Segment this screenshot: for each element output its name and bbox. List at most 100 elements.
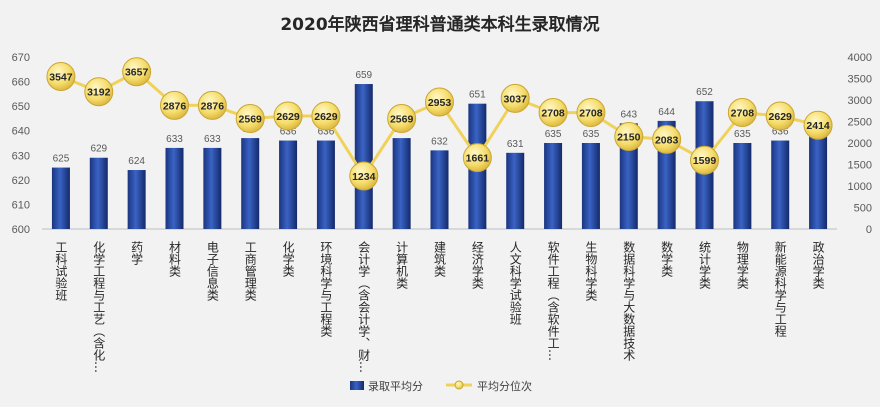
bar-value-label: 625 <box>53 154 70 165</box>
bar-value-label: 624 <box>128 156 145 167</box>
category-label: 材料类 <box>168 241 182 278</box>
bar-value-label: 635 <box>583 129 600 140</box>
line-point-label: 3657 <box>125 67 149 79</box>
line-point <box>652 124 682 154</box>
y-right-tick-label: 4000 <box>848 52 872 64</box>
category-label: 数学类 <box>660 240 674 278</box>
category-label: 新能源科学与工程 <box>773 240 787 338</box>
line-point <box>387 104 417 134</box>
category-label: 工商管理类 <box>243 241 257 302</box>
bar <box>279 140 298 229</box>
line-point <box>614 122 644 152</box>
y-axis-right: 0 500 1000 1500 2000 2500 3000 3500 4000 <box>848 52 872 236</box>
line-point-label: 3192 <box>87 87 111 99</box>
category-label: 经济学类 <box>470 241 484 290</box>
bar <box>51 167 70 229</box>
y-left-tick-label: 610 <box>12 199 30 211</box>
bar-series <box>51 84 828 230</box>
line-point <box>425 87 454 117</box>
y-right-tick-label: 500 <box>854 203 872 215</box>
line-point-label: 1661 <box>466 153 490 165</box>
y-right-tick-label: 2000 <box>848 138 872 150</box>
line-point-label: 3547 <box>49 71 73 83</box>
line-point-label: 2629 <box>276 111 300 123</box>
line-point <box>46 61 76 91</box>
bar <box>89 157 108 229</box>
line-point <box>803 110 833 140</box>
category-label: 政治学类 <box>811 241 825 290</box>
chart-title: 2020年陕西省理科普通类本科生录取情况 <box>280 14 599 35</box>
bar <box>316 140 335 229</box>
line-point-label: 2150 <box>617 132 641 144</box>
bar-value-label: 636 <box>318 127 335 138</box>
line-point-label: 2876 <box>201 100 225 112</box>
y-right-tick-label: 1000 <box>848 181 872 193</box>
line-point-label: 2629 <box>769 111 793 123</box>
y-right-tick-label: 0 <box>866 224 872 236</box>
bar-value-label: 633 <box>166 134 183 145</box>
bar <box>733 143 752 229</box>
bar <box>809 133 828 229</box>
line-point <box>160 90 189 120</box>
bar <box>544 143 563 229</box>
bar <box>771 140 790 229</box>
line-point-label: 2876 <box>163 100 187 112</box>
line-point <box>462 143 492 173</box>
category-label: 数据科学与大数据技术 <box>622 240 636 361</box>
category-label: 工科试验班 <box>54 241 68 302</box>
bar-value-label: 629 <box>90 144 107 155</box>
y-left-tick-label: 600 <box>12 224 30 236</box>
category-label: 人文科学试验班 <box>508 241 522 326</box>
bar-value-label: 635 <box>545 129 562 140</box>
category-label: 环境科学与工程类 <box>319 241 333 338</box>
legend-bar-swatch <box>350 381 364 390</box>
line-point-label: 1234 <box>352 171 376 183</box>
bar <box>203 147 222 229</box>
line-point <box>500 83 530 113</box>
bar-value-label: 636 <box>280 127 297 138</box>
y-left-tick-label: 620 <box>12 175 30 187</box>
bar <box>165 147 184 229</box>
legend: 录取平均分 平均分位次 <box>350 379 532 393</box>
category-label: 物理学类 <box>735 241 749 290</box>
line-point-label: 2708 <box>731 108 755 120</box>
y-left-tick-label: 650 <box>12 101 30 113</box>
line-point <box>727 98 757 128</box>
bar-value-label: 635 <box>734 129 751 140</box>
bar-value-label: 643 <box>620 109 637 120</box>
line-point-label: 2708 <box>579 108 603 120</box>
legend-line-label: 平均分位次 <box>477 379 532 393</box>
bar <box>392 138 411 229</box>
y-left-tick-label: 670 <box>12 52 30 64</box>
line-point-label: 2953 <box>428 97 452 109</box>
bar-value-label: 631 <box>507 139 524 150</box>
line-point <box>197 90 227 120</box>
line-point <box>576 98 606 128</box>
y-right-tick-label: 3500 <box>848 74 872 86</box>
line-point-label: 2414 <box>806 120 830 132</box>
line-point-label: 2629 <box>314 111 338 123</box>
bar-value-label: 651 <box>469 90 486 101</box>
category-label: 软件工程（含软件工… <box>546 241 560 361</box>
bar-value-label: 632 <box>431 136 448 147</box>
bar-value-label: 636 <box>772 127 789 138</box>
bar-value-label: 659 <box>355 70 372 81</box>
bar-value-label: 633 <box>204 134 221 145</box>
legend-line-marker <box>454 380 464 390</box>
bar <box>241 138 260 229</box>
category-label: 计算机类 <box>395 241 409 290</box>
line-point <box>273 101 303 131</box>
line-point <box>690 145 719 175</box>
line-point <box>765 101 795 131</box>
bar-value-label: 652 <box>696 87 713 98</box>
y-right-tick-label: 3000 <box>848 95 872 107</box>
line-point-label: 2083 <box>655 134 679 146</box>
category-label: 化学工程与工艺（含化… <box>92 241 106 373</box>
line-point-label: 2708 <box>541 108 565 120</box>
line-point <box>538 98 568 128</box>
bar <box>127 170 146 229</box>
line-point-label: 3037 <box>504 93 528 105</box>
line-point <box>349 161 379 191</box>
